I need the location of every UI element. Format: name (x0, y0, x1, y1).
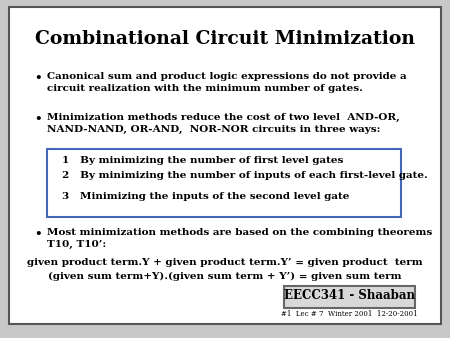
Text: Most minimization methods are based on the combining theorems
T10, T10’:: Most minimization methods are based on t… (47, 228, 433, 249)
Text: Canonical sum and product logic expressions do not provide a
circuit realization: Canonical sum and product logic expressi… (47, 72, 407, 93)
FancyBboxPatch shape (46, 149, 400, 217)
Text: 3   Minimizing the inputs of the second level gate: 3 Minimizing the inputs of the second le… (62, 192, 350, 201)
Text: •: • (35, 228, 42, 241)
Text: EECC341 - Shaaban: EECC341 - Shaaban (284, 289, 415, 302)
Text: •: • (35, 72, 42, 85)
Text: 1   By minimizing the number of first level gates: 1 By minimizing the number of first leve… (62, 156, 343, 165)
Text: Combinational Circuit Minimization: Combinational Circuit Minimization (35, 30, 415, 48)
Text: 2   By minimizing the number of inputs of each first-level gate.: 2 By minimizing the number of inputs of … (62, 171, 428, 180)
Text: (given sum term+Y).(given sum term + Y’) = given sum term: (given sum term+Y).(given sum term + Y’)… (48, 272, 402, 281)
Text: •: • (35, 113, 42, 125)
Text: given product term.Y + given product term.Y’ = given product  term: given product term.Y + given product ter… (27, 258, 423, 267)
Text: Minimization methods reduce the cost of two level  AND-OR,
NAND-NAND, OR-AND,  N: Minimization methods reduce the cost of … (47, 113, 400, 134)
FancyBboxPatch shape (284, 286, 414, 308)
Text: #1  Lec # 7  Winter 2001  12-20-2001: #1 Lec # 7 Winter 2001 12-20-2001 (281, 310, 418, 318)
